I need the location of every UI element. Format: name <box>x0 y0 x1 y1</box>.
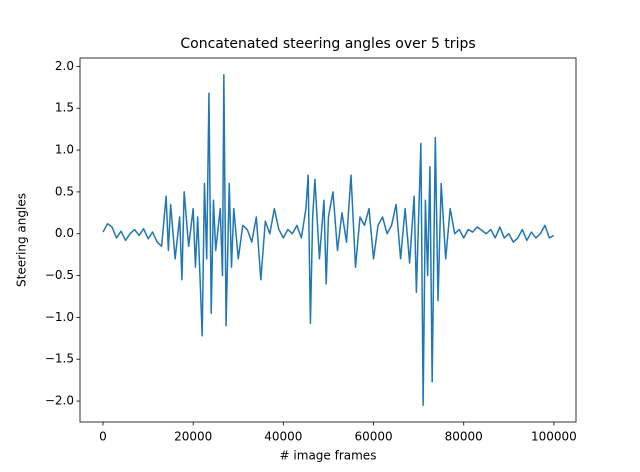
data-line <box>102 73 555 407</box>
plot-frame <box>79 57 577 423</box>
chart-title: Concatenated steering angles over 5 trip… <box>180 36 475 52</box>
x-tick-label: 40000 <box>264 430 302 444</box>
y-tick-label: 2.0 <box>55 59 74 73</box>
y-tick-label: −1.5 <box>45 352 74 366</box>
y-tick-label: 1.5 <box>55 101 74 115</box>
y-tick-label: −2.0 <box>45 394 74 408</box>
x-tick-label: 60000 <box>354 430 392 444</box>
x-tick-label: 80000 <box>445 430 483 444</box>
y-tick-label: −1.0 <box>45 310 74 324</box>
y-tick-label: 0.5 <box>55 184 74 198</box>
x-tick-label: 0 <box>99 430 107 444</box>
y-tick-label: −0.5 <box>45 268 74 282</box>
y-tick-label: 1.0 <box>55 143 74 157</box>
x-tick-label: 100000 <box>531 430 577 444</box>
x-tick-label: 20000 <box>174 430 212 444</box>
x-axis-label: # image frames <box>280 449 377 463</box>
y-axis-label: Steering angles <box>15 193 29 287</box>
y-tick-label: 0.0 <box>55 226 74 240</box>
